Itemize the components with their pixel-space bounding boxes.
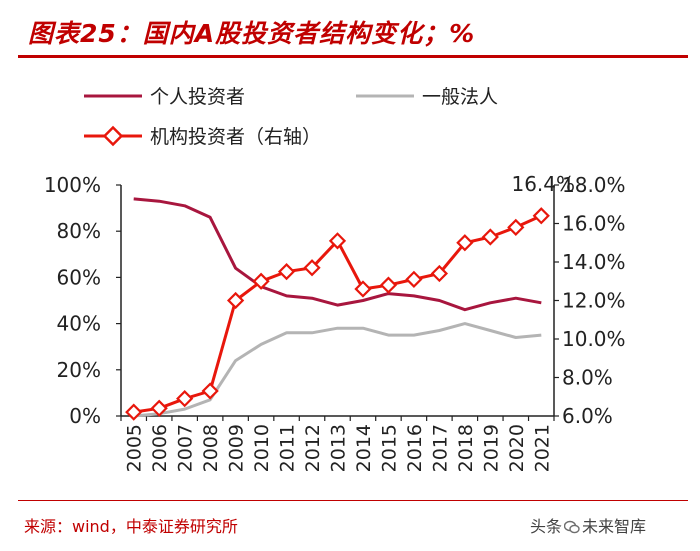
x-tick-label: 2008 [200, 424, 222, 472]
x-tick-label: 2013 [328, 424, 350, 472]
data-point-institutional [532, 207, 550, 225]
y-left-tick-label: 40% [57, 312, 101, 336]
data-point-institutional [125, 403, 143, 421]
series-layer: 16.4% [125, 172, 575, 421]
data-point-institutional [201, 382, 219, 400]
legend-label-institutional: 机构投资者（右轴） [150, 126, 321, 148]
x-tick-label: 2021 [531, 424, 553, 472]
x-tick-label: 2012 [302, 424, 324, 472]
source-note: 来源：wind，中泰证券研究所 [24, 517, 238, 536]
axes: 0% 20% 40% 60% 80% 100% 6.0% 8.0% 10.0% 12.0% 14.0… [44, 173, 626, 472]
y-right-tick-label: 18.0% [562, 173, 626, 197]
x-tick-label: 2006 [149, 424, 171, 472]
y-right-tick-label: 14.0% [562, 250, 626, 274]
y-left-tick-label: 20% [57, 358, 101, 382]
data-point-institutional [507, 218, 525, 236]
data-point-institutional [481, 228, 499, 246]
x-tick-label: 2020 [506, 424, 528, 472]
watermark-prefix: 头条 [530, 517, 563, 536]
y-left-tick-label: 80% [57, 219, 101, 243]
x-tick-label: 2018 [455, 424, 477, 472]
data-label-2021-institutional: 16.4% [511, 172, 575, 196]
y-right-tick-label: 12.0% [562, 289, 626, 313]
data-point-institutional [456, 234, 474, 252]
legend-marker-institutional [102, 125, 124, 147]
legend-label-legal-person: 一般法人 [422, 86, 498, 108]
y-right-tick-label: 10.0% [562, 327, 626, 351]
data-point-institutional [277, 262, 296, 281]
data-point-institutional [303, 259, 321, 277]
legend-label-individual: 个人投资者 [150, 86, 245, 108]
data-point-institutional [176, 390, 194, 408]
y-right-tick-label: 6.0% [562, 404, 613, 428]
x-tick-label: 2007 [175, 424, 197, 472]
x-tick-label: 2016 [404, 424, 426, 472]
x-tick-label: 2017 [429, 424, 451, 472]
title-divider [18, 55, 688, 58]
x-tick-label: 2015 [378, 424, 400, 472]
x-tick-label: 2014 [353, 424, 375, 472]
data-point-institutional [252, 272, 270, 290]
y-left-tick-label: 60% [57, 265, 101, 289]
data-point-institutional [328, 232, 347, 250]
x-tick-label: 2011 [277, 424, 299, 472]
x-tick-label: 2009 [226, 424, 248, 472]
y-left-tick-label: 0% [69, 404, 101, 428]
footer-divider [18, 500, 688, 501]
chart-title: 图表25：国内A股投资者结构变化；% [28, 19, 476, 48]
data-point-institutional [226, 291, 245, 310]
chart-canvas: 个人投资者 一般法人 机构投资者（右轴） 0% 20% 40% 60% 80% 100% 6… [44, 86, 626, 472]
watermark: 头条 未来智库 [530, 513, 646, 537]
x-tick-label: 2005 [124, 424, 146, 472]
wechat-logo-icon [564, 520, 580, 534]
data-point-institutional [430, 264, 449, 283]
series-line-individual [133, 197, 542, 312]
data-point-institutional [354, 280, 372, 298]
data-point-institutional [150, 399, 168, 417]
data-point-institutional [405, 270, 423, 288]
y-left-tick-label: 100% [44, 173, 101, 197]
y-right-tick-label: 16.0% [562, 212, 626, 236]
legend: 个人投资者 一般法人 机构投资者（右轴） [84, 86, 498, 148]
x-tick-label: 2019 [480, 424, 502, 472]
y-right-tick-label: 8.0% [562, 366, 613, 390]
series-line-legal-person [133, 322, 542, 418]
data-point-institutional [379, 276, 398, 294]
x-tick-label: 2010 [251, 424, 273, 472]
watermark-name: 未来智库 [582, 517, 647, 536]
